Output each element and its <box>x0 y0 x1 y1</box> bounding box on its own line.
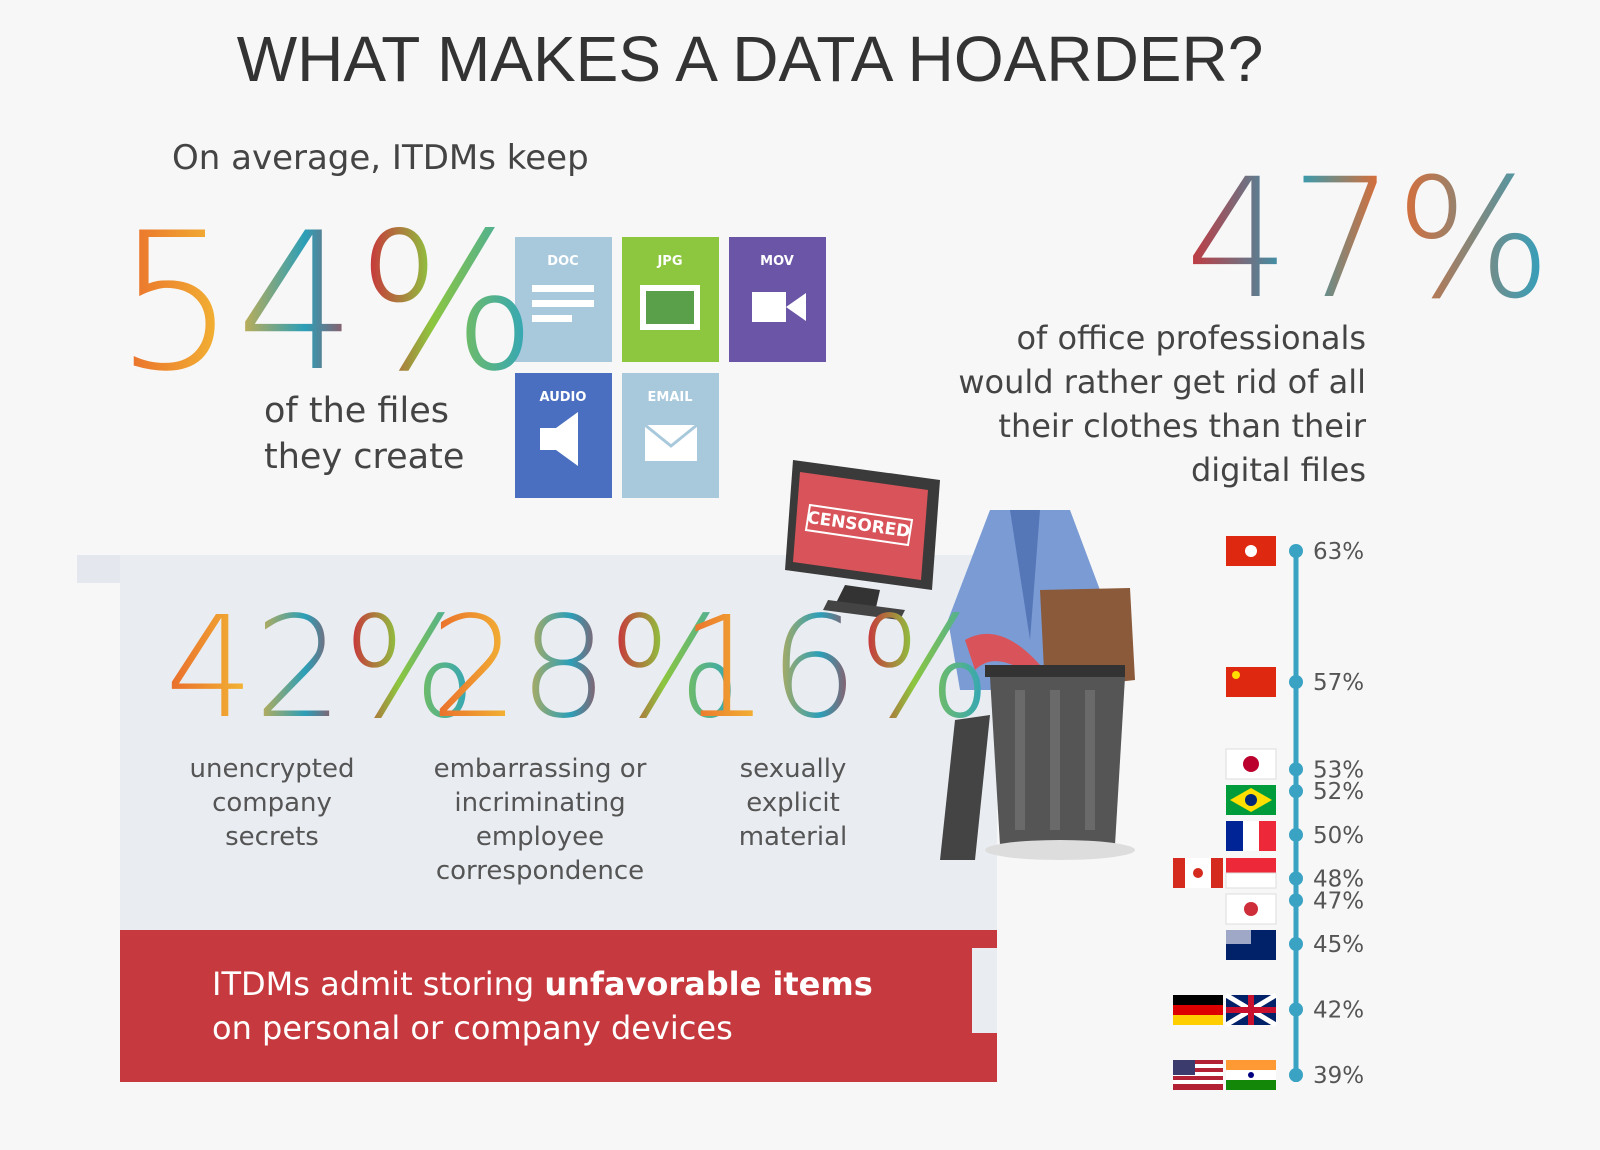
caption-line: material <box>738 822 848 852</box>
caption-line: of office professionals <box>1016 319 1366 357</box>
scale-dot <box>1289 893 1303 908</box>
scale-label: 48% <box>1313 867 1364 893</box>
banner-lead: ITDMs admit storing <box>212 965 535 1003</box>
left-intro: On average, ITDMs keep <box>172 138 589 178</box>
icon-label: DOC <box>547 254 578 269</box>
caption-line: correspondence <box>435 856 645 886</box>
right-caption: of office professionals would rather get … <box>958 316 1366 492</box>
scale-dot <box>1289 544 1303 558</box>
flags <box>1173 536 1278 1090</box>
scale-dot <box>1289 937 1303 951</box>
right-stat-value: 47% <box>1185 143 1552 335</box>
scale-label: 42% <box>1313 998 1364 1024</box>
banner-text: ITDMs admit storing unfavorable items on… <box>212 962 873 1050</box>
stat-caption: embarrassing or incriminating employee corr… <box>390 752 690 888</box>
title: WHAT MAKES A DATA HOARDER? <box>236 23 1264 95</box>
banner <box>120 930 997 1082</box>
caption-line: would rather get rid of all <box>958 363 1366 401</box>
scale-label: 57% <box>1313 670 1364 696</box>
left-caption: of the files they create <box>264 388 464 480</box>
stat-caption: unencrypted company secrets <box>122 752 422 854</box>
stats-panel <box>120 555 997 930</box>
caption-line: of the files <box>264 391 449 431</box>
scale-dot <box>1289 784 1303 799</box>
stat-caption: sexually explicit material <box>643 752 943 854</box>
banner-notch <box>972 948 997 1033</box>
scale-label: 45% <box>1313 932 1364 958</box>
stat-value: 42% <box>165 587 476 750</box>
icon-label: MOV <box>760 254 794 269</box>
stat-value: 16% <box>680 587 991 750</box>
scale-dot <box>1289 1068 1303 1082</box>
scale-label: 63% <box>1313 539 1364 565</box>
scale-label: 39% <box>1313 1063 1364 1089</box>
caption-line: digital files <box>1190 451 1366 489</box>
banner-rest: on personal or company devices <box>212 1009 733 1047</box>
caption-line: employee <box>475 822 605 852</box>
caption-line: they create <box>264 437 465 477</box>
trash-illustration <box>940 510 1135 860</box>
doc-icon <box>515 237 612 362</box>
stat-value: 28% <box>430 587 741 750</box>
scale-dot <box>1289 827 1303 842</box>
caption-line: sexually <box>739 754 847 784</box>
caption-line: secrets <box>225 822 319 852</box>
icon-label: EMAIL <box>648 390 693 405</box>
caption-line: company <box>212 788 332 818</box>
caption-line: unencrypted <box>189 754 355 784</box>
scale-label: 47% <box>1313 888 1364 914</box>
scale-label: 50% <box>1313 823 1364 849</box>
icon-label: JPG <box>656 254 682 269</box>
caption-line: incriminating <box>454 788 626 818</box>
icon-label: AUDIO <box>540 390 587 405</box>
file-icons <box>515 237 826 498</box>
scale-dot <box>1289 762 1303 777</box>
caption-line: embarrassing or <box>433 754 647 784</box>
scale-dot <box>1289 1002 1303 1017</box>
scale-dot <box>1289 871 1303 886</box>
scale-dot <box>1289 675 1303 689</box>
banner-emphasis: unfavorable items <box>544 965 873 1003</box>
caption-line: explicit <box>746 788 840 818</box>
monitor <box>785 460 940 620</box>
scale-label: 52% <box>1313 779 1364 805</box>
caption-line: their clothes than their <box>998 407 1366 445</box>
scale-label: 53% <box>1313 757 1364 783</box>
left-stat-value: 54% <box>115 192 537 413</box>
